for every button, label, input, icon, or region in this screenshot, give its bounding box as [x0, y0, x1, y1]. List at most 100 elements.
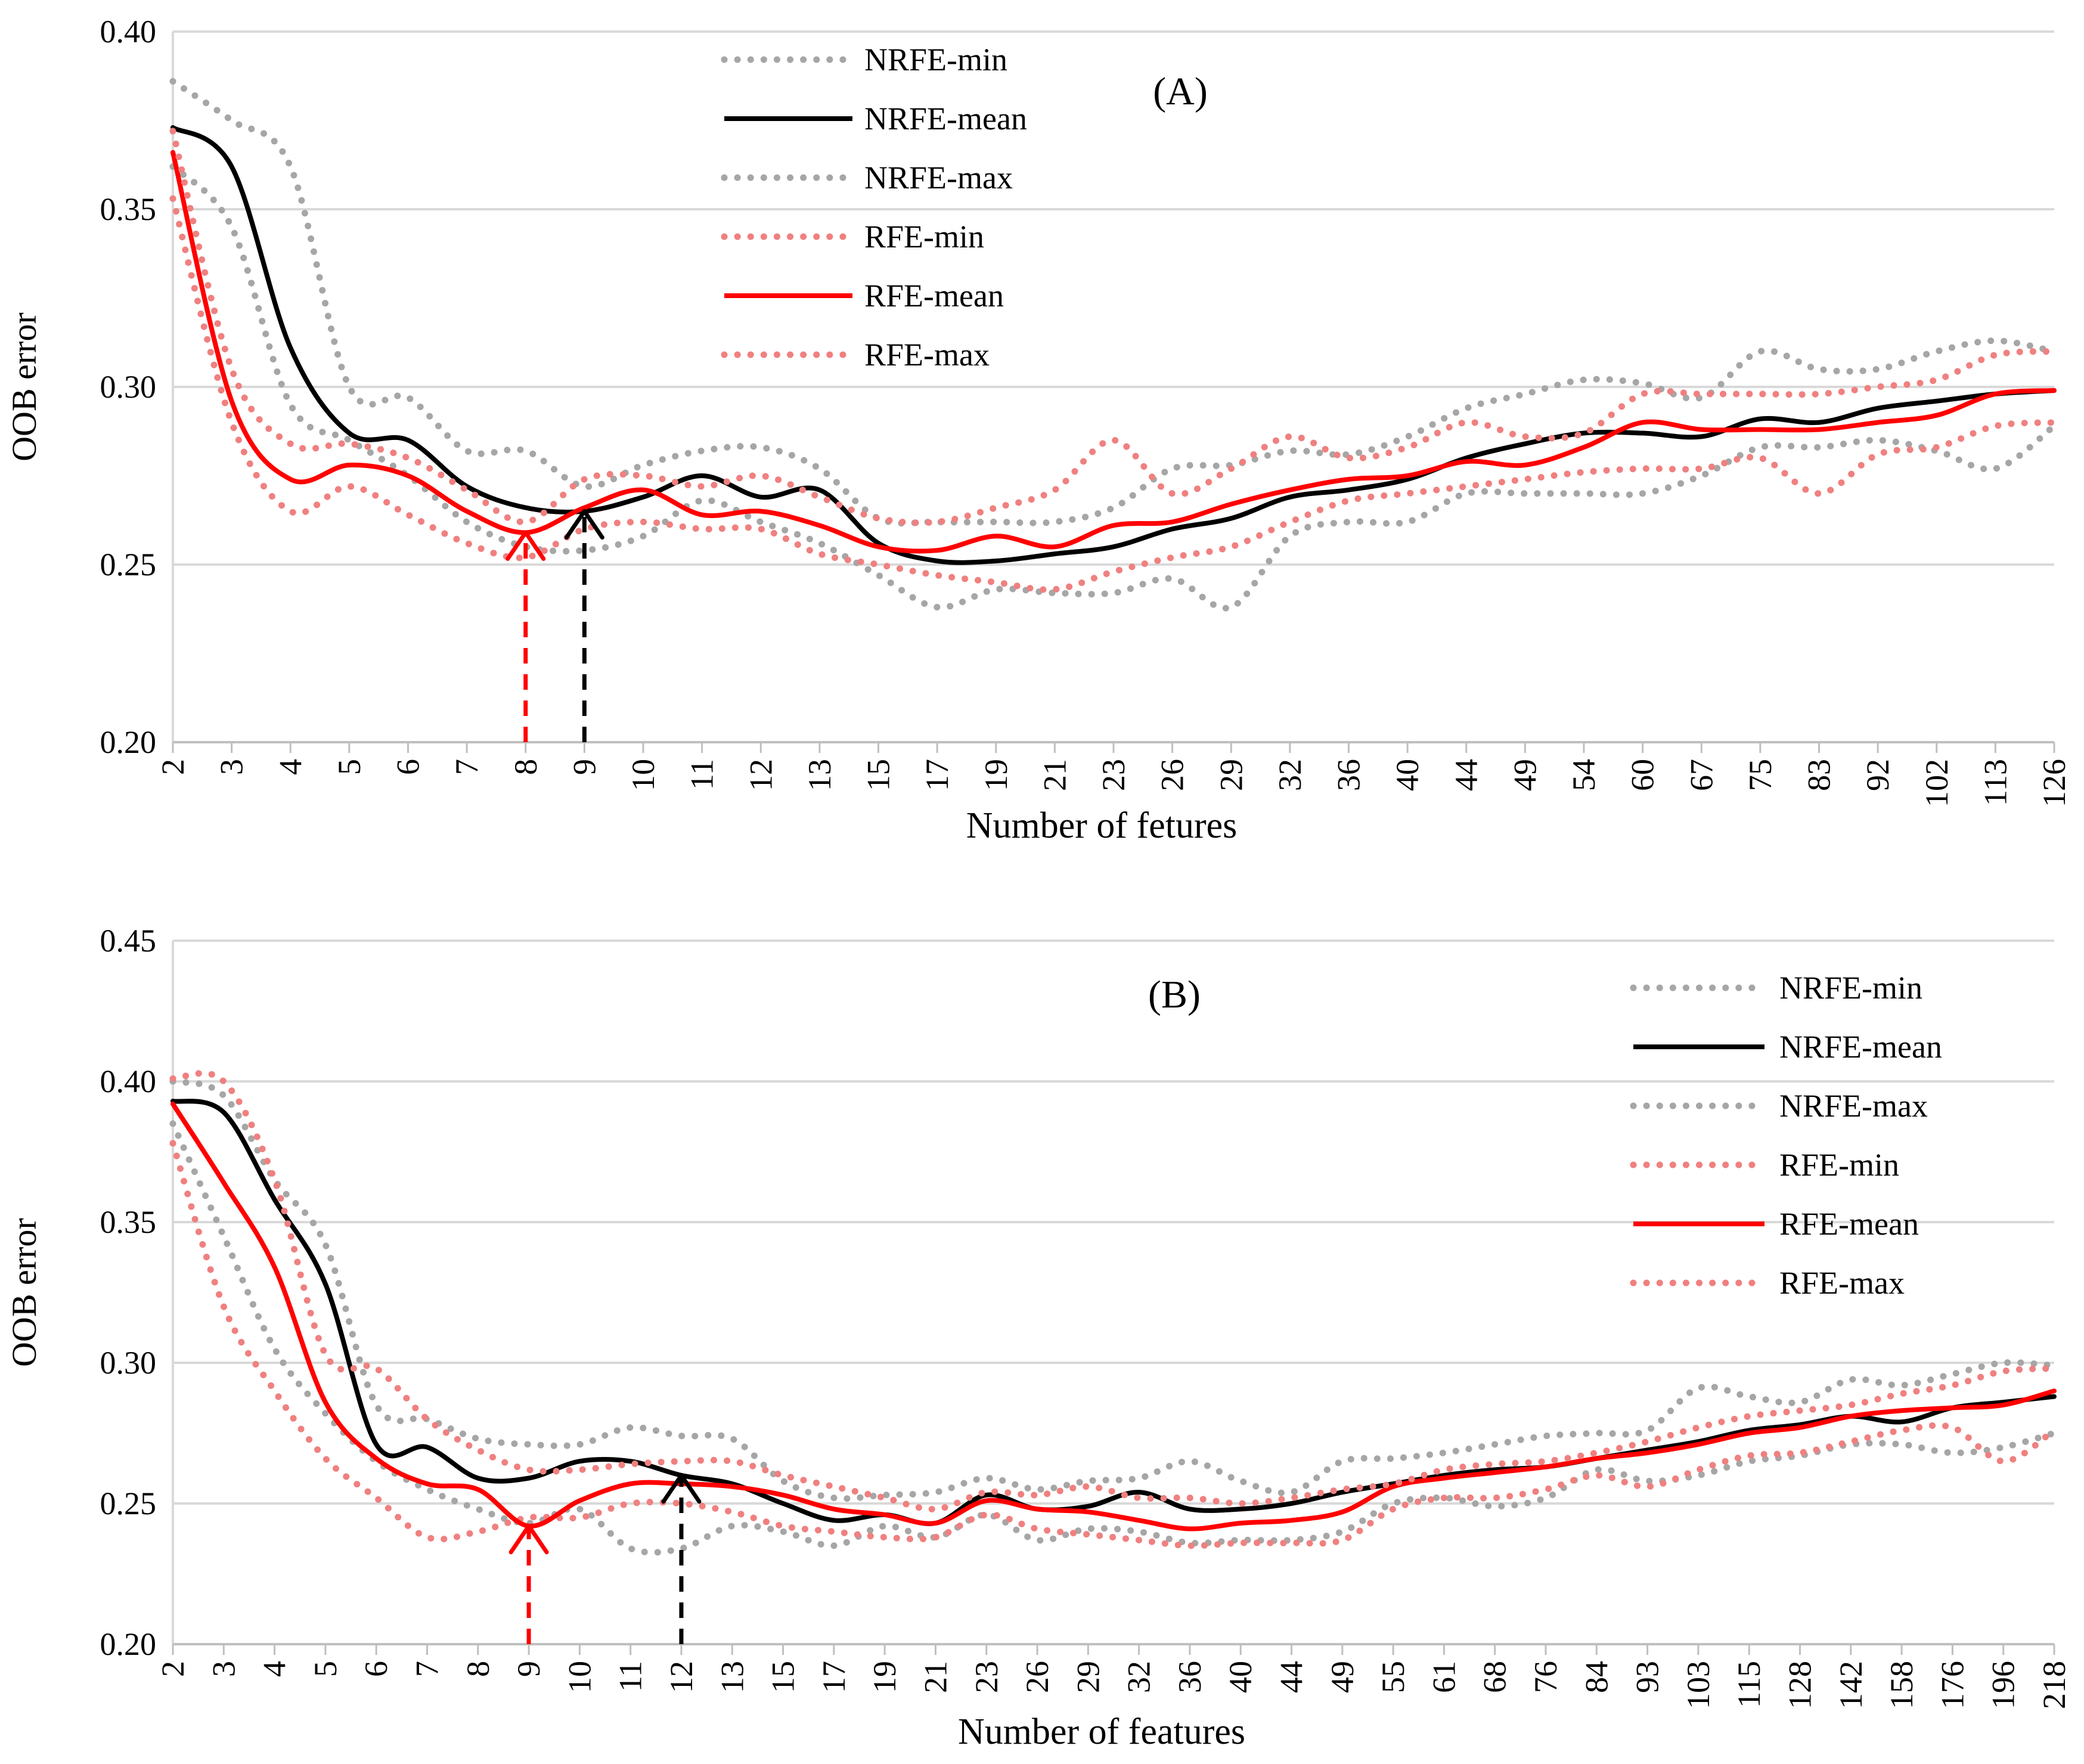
y-tick-label: 0.30	[100, 369, 157, 405]
x-tick-label: 2	[155, 1661, 191, 1677]
x-tick-label: 29	[1213, 759, 1249, 791]
y-axis-title: OOB error	[5, 1218, 44, 1367]
series-line-rfe-mean	[170, 1101, 2057, 1532]
optimum-arrow-head	[564, 509, 604, 540]
x-tick-label: 9	[566, 759, 602, 775]
y-tick-label: 0.25	[100, 1486, 157, 1521]
x-tick-label: 3	[214, 759, 250, 775]
x-tick-label: 13	[802, 759, 838, 791]
x-tick-label: 10	[562, 1661, 597, 1693]
x-axis-title: Number of fetures	[966, 805, 1238, 846]
y-tick-label: 0.35	[100, 191, 157, 227]
x-tick-label: 128	[1782, 1661, 1818, 1709]
x-tick-label: 26	[1155, 759, 1190, 791]
legend-label: NRFE-min	[1779, 970, 1922, 1006]
x-tick-label: 93	[1630, 1661, 1666, 1693]
x-tick-label: 9	[511, 1661, 547, 1677]
legend-label: RFE-mean	[1779, 1206, 1919, 1242]
x-tick-label: 21	[1037, 759, 1072, 791]
panel-a: 0.200.250.300.350.402 3 4 5 6 7 8 9 10 11 12 13 15 17…	[5, 14, 2072, 846]
legend-label: NRFE-mean	[864, 101, 1027, 137]
x-tick-label: 8	[508, 759, 544, 775]
x-tick-label: 7	[409, 1661, 445, 1677]
y-tick-label: 0.25	[100, 547, 157, 582]
series-line-nrfe-mean	[170, 1099, 2057, 1526]
y-tick-label: 0.20	[100, 1626, 157, 1662]
legend-label: RFE-mean	[864, 278, 1004, 314]
x-tick-label: 176	[1934, 1661, 1970, 1709]
series-line-rfe-max	[169, 128, 2058, 526]
legend-label: NRFE-min	[864, 42, 1007, 77]
x-tick-label: 17	[816, 1661, 852, 1693]
x-tick-label: 19	[978, 759, 1014, 791]
x-tick-label: 12	[663, 1661, 699, 1693]
x-tick-label: 92	[1860, 759, 1896, 791]
y-tick-label: 0.30	[100, 1345, 157, 1381]
x-tick-label: 67	[1683, 759, 1719, 791]
x-tick-label: 12	[743, 759, 779, 791]
series-line-nrfe-min	[169, 163, 2058, 612]
x-tick-label: 11	[613, 1661, 649, 1692]
legend-label: NRFE-max	[864, 160, 1013, 196]
panel-b: 0.200.250.300.350.400.452 3 4 5 6 7 8 9 10 11 12 13…	[5, 923, 2072, 1752]
y-tick-label: 0.35	[100, 1204, 157, 1240]
y-axis-title: OOB error	[5, 312, 44, 461]
x-tick-label: 44	[1274, 1661, 1310, 1693]
x-tick-label: 5	[331, 759, 367, 775]
x-tick-label: 196	[1986, 1661, 2021, 1709]
y-tick-label: 0.45	[100, 923, 157, 959]
x-tick-label: 126	[2036, 759, 2072, 807]
x-tick-label: 4	[272, 759, 308, 775]
optimum-arrow-head	[661, 1473, 702, 1504]
x-tick-label: 11	[684, 759, 720, 790]
legend-label: NRFE-mean	[1779, 1029, 1942, 1065]
x-tick-label: 68	[1477, 1661, 1513, 1693]
x-tick-label: 115	[1731, 1661, 1767, 1708]
panel-title: (A)	[1153, 70, 1208, 113]
legend-label: RFE-min	[864, 219, 984, 255]
x-tick-label: 26	[1019, 1661, 1055, 1693]
series-line-nrfe-max	[169, 1078, 2058, 1502]
series-line-rfe-max	[169, 1069, 2058, 1512]
x-tick-label: 4	[257, 1661, 293, 1677]
series-line-nrfe-min	[169, 1120, 2058, 1556]
x-tick-label: 17	[919, 759, 955, 791]
x-tick-label: 61	[1426, 1661, 1462, 1693]
x-tick-label: 54	[1566, 759, 1602, 791]
x-tick-label: 23	[969, 1661, 1004, 1693]
x-tick-label: 3	[206, 1661, 241, 1677]
x-tick-label: 76	[1528, 1661, 1564, 1693]
x-tick-label: 75	[1742, 759, 1778, 791]
x-tick-label: 49	[1325, 1661, 1360, 1693]
x-tick-label: 13	[714, 1661, 750, 1693]
x-tick-label: 218	[2036, 1661, 2072, 1709]
x-tick-label: 21	[917, 1661, 953, 1693]
x-tick-label: 60	[1625, 759, 1661, 791]
x-tick-label: 49	[1507, 759, 1543, 791]
optimum-arrow-head	[506, 530, 546, 561]
x-axis-title: Number of features	[958, 1712, 1245, 1752]
x-tick-label: 5	[308, 1661, 343, 1677]
x-tick-label: 6	[358, 1661, 394, 1677]
series-line-rfe-min	[169, 195, 2058, 593]
x-tick-label: 29	[1070, 1661, 1106, 1693]
legend-label: RFE-max	[864, 337, 990, 373]
x-tick-label: 40	[1223, 1661, 1258, 1693]
series-line-rfe-min	[169, 1140, 2058, 1549]
x-tick-label: 2	[155, 759, 191, 775]
series-line-nrfe-max	[169, 77, 2058, 527]
series-line-nrfe-mean	[170, 125, 2057, 565]
x-tick-label: 55	[1375, 1661, 1411, 1693]
x-tick-label: 23	[1096, 759, 1131, 791]
x-tick-label: 84	[1578, 1661, 1614, 1693]
x-tick-label: 15	[765, 1661, 801, 1693]
x-tick-label: 83	[1801, 759, 1837, 791]
x-tick-label: 113	[1977, 759, 2013, 806]
x-tick-label: 19	[867, 1661, 903, 1693]
x-tick-label: 36	[1331, 759, 1367, 791]
x-tick-label: 158	[1884, 1661, 1919, 1709]
legend-label: RFE-max	[1779, 1265, 1905, 1301]
y-tick-label: 0.40	[100, 14, 157, 49]
optimum-arrow-head	[508, 1524, 549, 1555]
